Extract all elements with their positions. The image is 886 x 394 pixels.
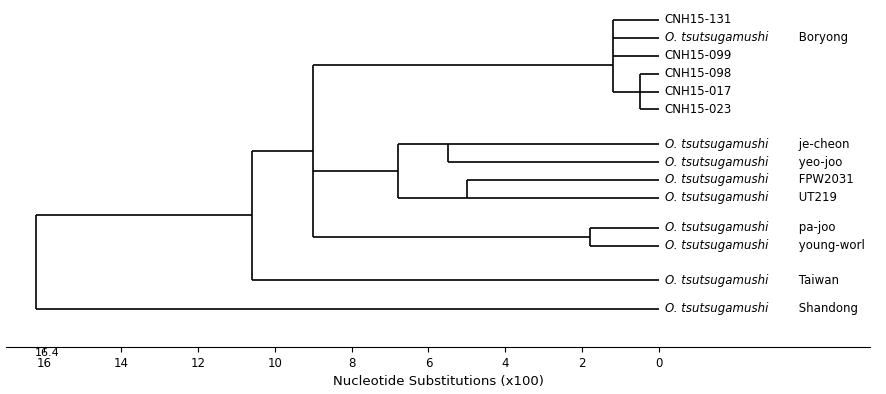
Text: O. tsutsugamushi: O. tsutsugamushi <box>664 138 768 151</box>
Text: FPW2031: FPW2031 <box>795 173 854 186</box>
Text: O. tsutsugamushi: O. tsutsugamushi <box>664 221 768 234</box>
Text: CNH15-131: CNH15-131 <box>664 13 732 26</box>
Text: young-worl: young-worl <box>795 239 865 252</box>
Text: CNH15-099: CNH15-099 <box>664 49 732 62</box>
Text: yeo-joo: yeo-joo <box>795 156 843 169</box>
Text: O. tsutsugamushi: O. tsutsugamushi <box>664 31 768 44</box>
Text: O. tsutsugamushi: O. tsutsugamushi <box>664 239 768 252</box>
Text: je-cheon: je-cheon <box>795 138 850 151</box>
Text: CNH15-017: CNH15-017 <box>664 85 732 98</box>
X-axis label: Nucleotide Substitutions (x100): Nucleotide Substitutions (x100) <box>332 375 543 388</box>
Text: O. tsutsugamushi: O. tsutsugamushi <box>664 303 768 316</box>
Text: 16.4: 16.4 <box>35 348 59 359</box>
Text: O. tsutsugamushi: O. tsutsugamushi <box>664 156 768 169</box>
Text: Shandong: Shandong <box>795 303 858 316</box>
Text: UT219: UT219 <box>795 191 837 204</box>
Text: Boryong: Boryong <box>795 31 848 44</box>
Text: CNH15-023: CNH15-023 <box>664 103 732 116</box>
Text: pa-joo: pa-joo <box>795 221 835 234</box>
Text: O. tsutsugamushi: O. tsutsugamushi <box>664 173 768 186</box>
Text: O. tsutsugamushi: O. tsutsugamushi <box>664 191 768 204</box>
Text: CNH15-098: CNH15-098 <box>664 67 732 80</box>
Text: O. tsutsugamushi: O. tsutsugamushi <box>664 274 768 287</box>
Text: Taiwan: Taiwan <box>795 274 839 287</box>
